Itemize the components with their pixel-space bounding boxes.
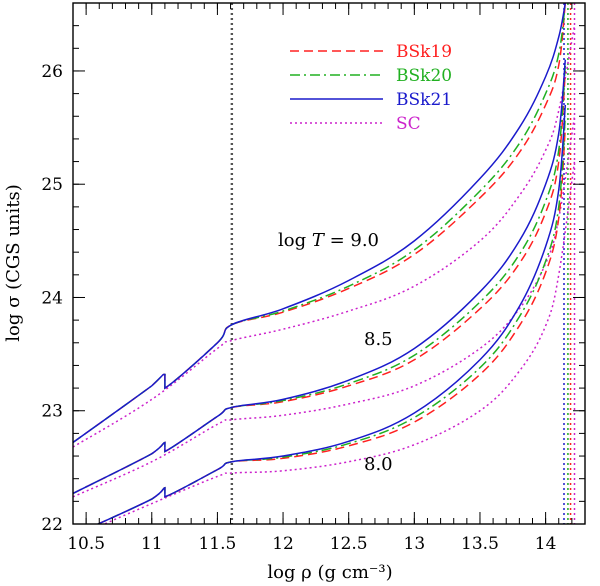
x-tick-label: 14 [535,534,557,554]
curve-group-logT=8.5 [73,59,576,498]
plot-frame [72,2,586,525]
y-tick-label: 22 [41,515,63,535]
series-line-bsk19-0 [73,3,567,444]
x-axis-label: log ρ (g cm⁻³) [267,562,392,583]
y-tick-label: 24 [41,288,63,308]
series-line-sc-0 [73,25,576,448]
curve-group-logT=9.0 [73,3,576,448]
series-line-sc-2 [102,161,576,524]
series-line-sc-1 [73,116,576,498]
legend-label-bsk19: BSk19 [396,42,452,62]
curve-group-logT=8.0 [96,104,576,524]
series-line-bsk20-0 [73,3,567,444]
y-tick-label: 25 [41,175,63,195]
legend-label-sc: SC [396,114,421,134]
y-tick-label: 23 [41,402,63,422]
x-tick-label: 13.5 [461,534,499,554]
y-axis-label: log σ (CGS units) [3,184,24,342]
series-line-bsk19-1 [73,70,567,495]
annotations: log T = 9.0 8.5 8.0 [278,230,393,475]
legend-label-bsk21: BSk21 [396,90,452,110]
x-tick-label: 11.5 [198,534,236,554]
series-line-bsk21-0 [73,3,567,444]
series-line-bsk21-2 [96,104,567,524]
ticks-layer: 10.5 11 11.5 12 12.5 13 13.5 14 22 23 24 25 26 [41,2,585,554]
series-line-bsk21-1 [73,59,567,495]
series-layer [73,3,576,524]
x-tick-label: 12.5 [330,534,368,554]
annotation-logT-8.0: 8.0 [364,454,393,475]
x-tick-label: 13 [404,534,426,554]
x-tick-label: 10.5 [67,534,105,554]
x-tick-label: 11 [141,534,163,554]
legend-label-bsk20: BSk20 [396,66,452,86]
x-tick-label: 12 [272,534,294,554]
annotation-logT-8.5: 8.5 [364,329,393,350]
series-line-bsk19-2 [96,127,567,524]
annotation-logT-9: log T = 9.0 [278,230,379,251]
legend: BSk19 BSk20 BSk21 SC [290,42,452,134]
y-tick-label: 26 [41,62,63,82]
